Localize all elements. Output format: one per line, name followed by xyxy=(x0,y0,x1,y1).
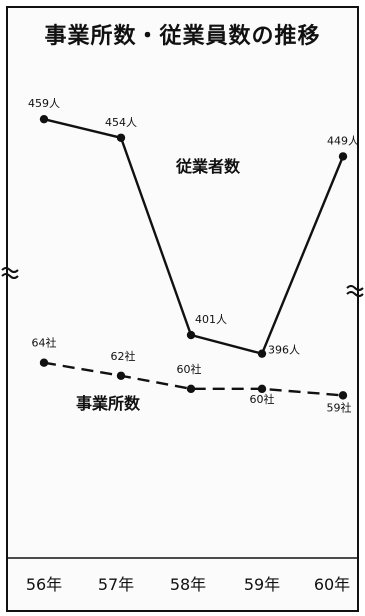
data-point xyxy=(338,391,348,400)
data-label: 401人 xyxy=(195,313,227,326)
data-point xyxy=(257,384,267,394)
data-label: 62社 xyxy=(111,349,136,363)
x-tick-label: 58年 xyxy=(170,575,206,594)
chart-title: 事業所数・従業員数の推移 xyxy=(44,24,321,49)
data-label: 59社 xyxy=(327,400,352,414)
series-line-0 xyxy=(43,118,345,356)
data-label: 64社 xyxy=(32,336,57,350)
x-tick-label: 60年 xyxy=(314,575,350,594)
data-label: 60社 xyxy=(177,362,202,376)
data-point xyxy=(257,349,267,358)
series-line-1 xyxy=(43,361,344,397)
axis-break-right xyxy=(346,285,364,297)
x-tick-label: 59年 xyxy=(244,575,280,594)
data-point xyxy=(116,133,126,142)
data-point xyxy=(338,152,348,161)
axis-break-left xyxy=(1,267,19,279)
x-tick-label: 57年 xyxy=(98,575,134,594)
data-point xyxy=(116,371,126,380)
data-point xyxy=(39,114,49,124)
data-label: 454人 xyxy=(105,116,137,129)
data-point xyxy=(39,358,49,367)
data-label: 60社 xyxy=(250,392,275,406)
x-tick-label: 56年 xyxy=(26,575,62,594)
series-label: 従業者数 xyxy=(175,157,241,176)
data-label: 449人 xyxy=(327,134,359,147)
data-point xyxy=(186,384,196,394)
data-label: 396人 xyxy=(268,344,300,357)
data-point xyxy=(186,330,196,340)
data-label: 459人 xyxy=(28,97,60,110)
series-label: 事業所数 xyxy=(76,394,141,413)
